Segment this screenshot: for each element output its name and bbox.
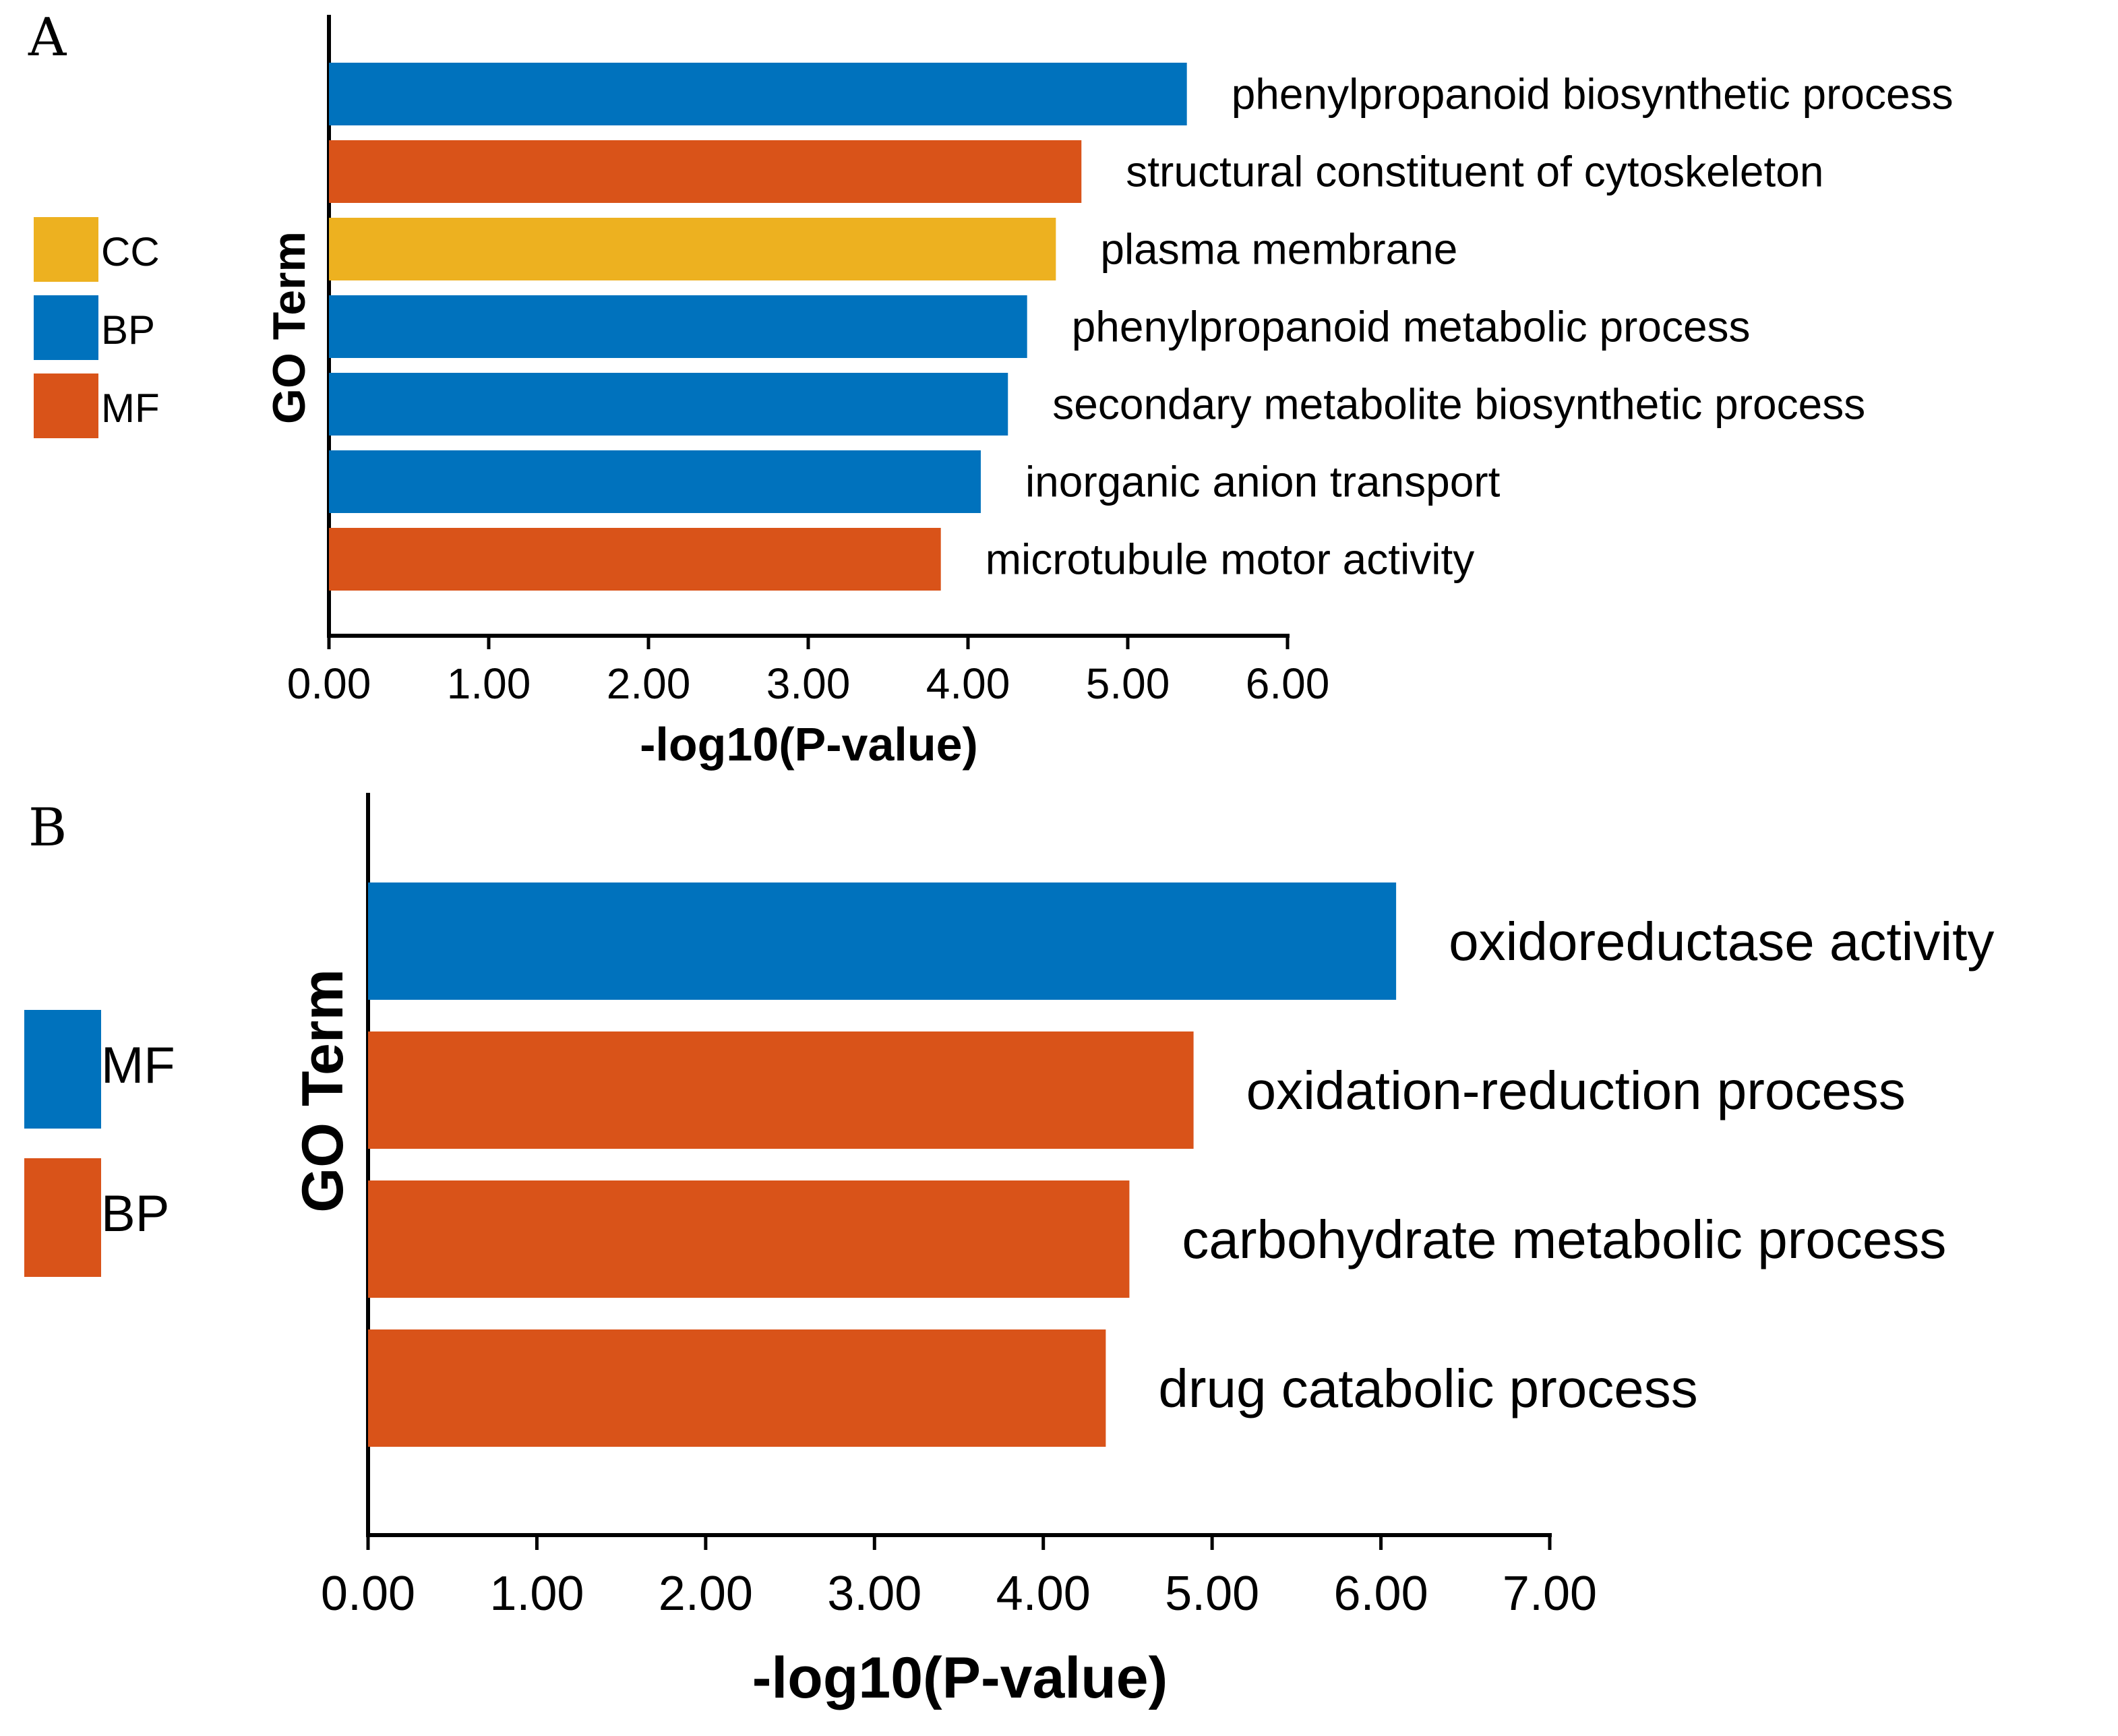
bar: [368, 882, 1397, 1000]
panel-b-bars: [368, 882, 1397, 1447]
x-tick-label: 1.00: [447, 659, 531, 708]
bar: [368, 1180, 1130, 1298]
bar-label: oxidation-reduction process: [1246, 1060, 1906, 1120]
panel-a-x-ticks: 0.00 1.00 2.00 3.00 4.00 5.00 6.00: [287, 636, 1330, 708]
x-tick-label: 0.00: [287, 659, 371, 708]
legend-label-mf: MF: [101, 1037, 175, 1094]
bar: [329, 140, 1082, 203]
legend-label-mf: MF: [101, 386, 160, 431]
bar-label: oxidoreductase activity: [1449, 911, 1994, 971]
legend-swatch-cc: [34, 217, 98, 282]
x-tick-label: 5.00: [1165, 1567, 1259, 1621]
bar: [368, 1329, 1106, 1447]
x-tick-label: 2.00: [607, 659, 691, 708]
legend-label-bp: BP: [101, 1185, 169, 1243]
legend-swatch-bp: [34, 295, 98, 360]
bar: [329, 295, 1027, 358]
panel-b: B MF BP GO Term oxidoreductase activity …: [24, 793, 1994, 1710]
panel-a-bars: [329, 63, 1187, 591]
panel-b-x-axis-label: -log10(P-value): [752, 1646, 1168, 1710]
bar-label: secondary metabolite biosynthetic proces…: [1052, 380, 1865, 429]
bar-label: carbohydrate metabolic process: [1182, 1209, 1946, 1269]
bar-label: plasma membrane: [1100, 225, 1457, 274]
bar: [329, 450, 981, 513]
bar-label: inorganic anion transport: [1025, 458, 1501, 506]
legend-label-bp: BP: [101, 307, 155, 353]
panel-b-x-ticks: 0.00 1.00 2.00 3.00 4.00 5.00 6.00 7.00: [321, 1535, 1597, 1621]
x-tick-label: 3.00: [766, 659, 851, 708]
x-tick-label: 0.00: [321, 1567, 415, 1621]
legend-swatch-mf: [34, 373, 98, 438]
bar: [329, 218, 1056, 280]
bar: [368, 1031, 1194, 1149]
bar-label: phenylpropanoid biosynthetic process: [1232, 70, 1954, 119]
bar-label: drug catabolic process: [1158, 1358, 1697, 1418]
x-tick-label: 6.00: [1334, 1567, 1428, 1621]
panel-a-y-axis-label: GO Term: [264, 231, 315, 424]
panel-b-letter: B: [28, 798, 67, 858]
x-tick-label: 4.00: [996, 1567, 1091, 1621]
panel-a-x-axis-label: -log10(P-value): [640, 718, 978, 771]
legend-swatch-mf: [24, 1010, 101, 1129]
panel-a-bar-labels: phenylpropanoid biosynthetic process str…: [986, 70, 1954, 584]
x-tick-label: 6.00: [1246, 659, 1330, 708]
x-tick-label: 3.00: [827, 1567, 921, 1621]
x-tick-label: 5.00: [1086, 659, 1170, 708]
x-tick-label: 2.00: [659, 1567, 753, 1621]
panel-b-legend: MF BP: [24, 1010, 175, 1277]
legend-label-cc: CC: [101, 229, 160, 274]
bar-label: phenylpropanoid metabolic process: [1072, 303, 1751, 351]
panel-b-y-axis-label: GO Term: [291, 969, 355, 1213]
x-tick-label: 7.00: [1503, 1567, 1597, 1621]
bar: [329, 63, 1187, 125]
bar: [329, 528, 941, 591]
panel-b-bar-labels: oxidoreductase activity oxidation-reduct…: [1158, 911, 1994, 1418]
x-tick-label: 4.00: [926, 659, 1010, 708]
legend-swatch-bp: [24, 1158, 101, 1277]
bar: [329, 373, 1008, 436]
bar-label: microtubule motor activity: [986, 535, 1475, 584]
bar-label: structural constituent of cytoskeleton: [1126, 148, 1823, 196]
panel-a-legend: CC BP MF: [34, 217, 160, 438]
x-tick-label: 1.00: [489, 1567, 584, 1621]
panel-a: A CC BP MF GO Term phenylpropanoid biosy…: [28, 7, 1954, 771]
panel-a-letter: A: [28, 7, 67, 68]
